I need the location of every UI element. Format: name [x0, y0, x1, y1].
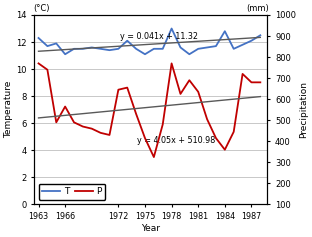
P [196, 90, 200, 93]
Text: y = 0.041x + 11.32: y = 0.041x + 11.32 [120, 32, 198, 41]
X-axis label: Year: Year [141, 224, 160, 233]
T [143, 53, 147, 56]
T [196, 47, 200, 50]
P [178, 92, 182, 95]
P [161, 123, 165, 126]
P [205, 118, 209, 121]
T [258, 34, 262, 37]
T [54, 42, 58, 45]
P [90, 127, 94, 130]
T [178, 46, 182, 49]
T [99, 47, 103, 50]
Y-axis label: Precipitation: Precipitation [299, 81, 308, 138]
P [134, 113, 138, 115]
T [72, 47, 76, 50]
T [232, 47, 236, 50]
Legend: T, P: T, P [39, 184, 105, 200]
Text: (°C): (°C) [33, 4, 49, 13]
T [46, 45, 49, 48]
P [152, 156, 156, 159]
T [116, 47, 120, 50]
P [214, 137, 218, 140]
P [258, 81, 262, 84]
P [72, 121, 76, 124]
T [81, 47, 85, 50]
Text: y = 4.05x + 510.98: y = 4.05x + 510.98 [137, 136, 215, 145]
P [108, 133, 111, 136]
P [63, 105, 67, 108]
P [116, 88, 120, 91]
P [37, 62, 40, 65]
P [250, 81, 253, 84]
P [81, 125, 85, 128]
P [143, 137, 147, 140]
T [90, 46, 94, 49]
T [134, 47, 138, 50]
Line: T: T [38, 28, 260, 54]
T [241, 43, 244, 46]
Y-axis label: Temperature: Temperature [4, 81, 13, 138]
T [188, 53, 191, 56]
T [125, 39, 129, 42]
T [223, 30, 227, 33]
P [54, 121, 58, 124]
T [214, 45, 218, 48]
T [170, 27, 173, 30]
P [232, 130, 236, 133]
T [63, 53, 67, 56]
P [46, 68, 49, 71]
T [205, 46, 209, 49]
T [250, 39, 253, 42]
T [108, 49, 111, 52]
P [188, 79, 191, 82]
P [223, 148, 227, 151]
Text: (mm): (mm) [246, 4, 269, 13]
P [241, 73, 244, 75]
T [37, 36, 40, 39]
P [170, 62, 173, 65]
P [125, 86, 129, 89]
Line: P: P [38, 64, 260, 157]
T [152, 47, 156, 50]
T [161, 47, 165, 50]
P [99, 132, 103, 134]
